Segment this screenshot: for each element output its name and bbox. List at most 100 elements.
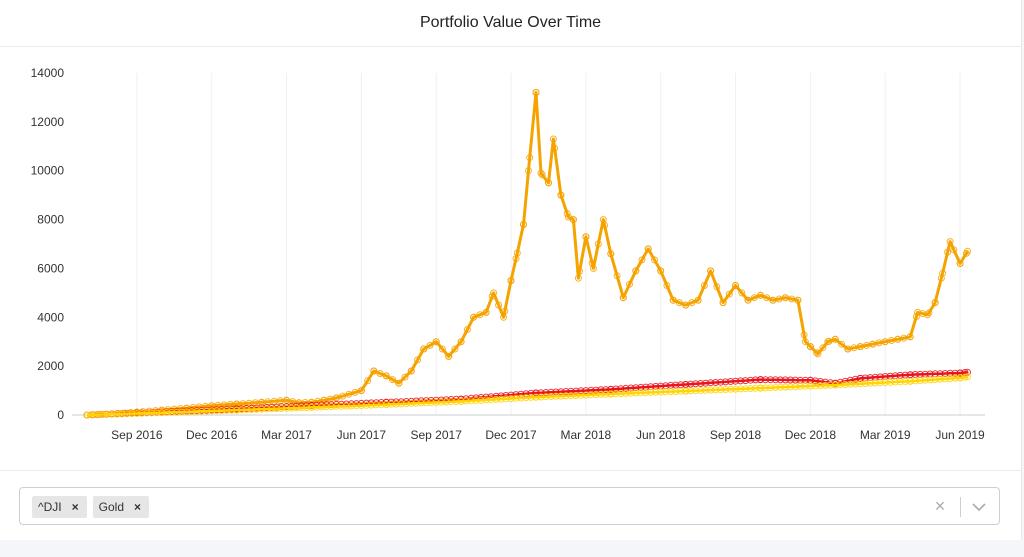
data-point xyxy=(637,389,645,397)
data-point xyxy=(123,410,131,418)
data-point xyxy=(113,410,121,418)
data-point xyxy=(663,282,671,289)
y-tick-label: 10000 xyxy=(31,164,65,178)
data-point xyxy=(470,313,478,321)
data-point xyxy=(193,407,201,415)
data-point xyxy=(422,399,430,407)
data-point xyxy=(961,373,969,381)
data-point xyxy=(273,405,281,413)
data-point xyxy=(532,89,540,96)
data-point xyxy=(370,367,378,375)
data-point xyxy=(936,375,944,383)
data-point xyxy=(389,376,396,384)
data-point xyxy=(881,338,889,346)
data-point xyxy=(612,390,620,398)
data-point xyxy=(619,294,627,302)
data-point xyxy=(542,393,550,401)
x-tick-label: Mar 2018 xyxy=(561,428,612,442)
data-point xyxy=(916,377,924,385)
data-point xyxy=(687,380,695,388)
data-point xyxy=(414,356,421,364)
data-point xyxy=(964,247,971,255)
data-point xyxy=(914,308,922,316)
data-point xyxy=(637,383,645,391)
chevron-down-icon xyxy=(972,502,986,511)
data-point xyxy=(143,409,151,417)
data-point xyxy=(607,250,615,258)
data-point xyxy=(452,398,460,405)
clear-all-icon[interactable]: × xyxy=(934,496,946,516)
data-point xyxy=(168,408,176,416)
data-point xyxy=(318,403,325,411)
data-point xyxy=(538,171,546,179)
data-point xyxy=(727,378,735,385)
data-point xyxy=(392,400,400,408)
data-point xyxy=(831,335,839,343)
data-point xyxy=(707,267,715,275)
data-point xyxy=(567,387,575,395)
data-point xyxy=(351,388,359,396)
data-point xyxy=(682,381,690,388)
data-point xyxy=(253,405,261,413)
data-point xyxy=(876,379,884,387)
data-point xyxy=(682,387,690,395)
data-point xyxy=(163,408,171,416)
data-point xyxy=(900,334,908,342)
data-point xyxy=(563,210,571,217)
data-point xyxy=(322,403,330,411)
data-point xyxy=(313,403,320,411)
y-tick-label: 6000 xyxy=(37,261,64,275)
data-point xyxy=(477,396,485,404)
data-point xyxy=(682,301,690,309)
data-point xyxy=(956,260,964,267)
data-point xyxy=(722,386,730,393)
data-point xyxy=(762,376,769,384)
data-point xyxy=(258,405,266,413)
data-point xyxy=(133,409,141,417)
data-point xyxy=(692,380,700,388)
data-point xyxy=(188,408,196,416)
symbol-multiselect[interactable]: ^DJI × Gold × × xyxy=(19,487,1000,525)
data-point xyxy=(632,267,640,275)
data-point xyxy=(513,249,521,257)
remove-tag-icon[interactable]: × xyxy=(71,500,79,514)
data-point xyxy=(342,402,350,410)
data-point xyxy=(572,387,580,395)
data-point xyxy=(956,374,964,382)
data-point xyxy=(692,387,700,395)
data-point xyxy=(218,407,226,415)
data-point xyxy=(88,411,96,419)
data-point xyxy=(612,385,620,393)
data-point xyxy=(757,384,764,392)
data-point xyxy=(956,369,964,377)
x-tick-label: Dec 2018 xyxy=(785,428,837,442)
remove-tag-icon[interactable]: × xyxy=(134,500,142,514)
data-point xyxy=(926,376,934,384)
data-point xyxy=(869,340,877,348)
data-point xyxy=(372,401,380,409)
data-point xyxy=(767,384,774,392)
x-tick-label: Sep 2016 xyxy=(111,428,163,442)
y-tick-label: 0 xyxy=(57,408,64,422)
data-point xyxy=(557,388,565,396)
data-point xyxy=(527,393,535,401)
data-point xyxy=(472,397,480,404)
data-point xyxy=(512,394,520,402)
data-point xyxy=(537,169,545,177)
data-point xyxy=(702,386,710,394)
data-point xyxy=(951,369,959,377)
data-point xyxy=(806,382,814,390)
data-point xyxy=(308,403,315,411)
data-point xyxy=(925,309,933,317)
data-point xyxy=(732,385,739,393)
data-point xyxy=(896,378,904,386)
dropdown-button[interactable] xyxy=(967,496,991,518)
data-point xyxy=(487,396,495,404)
data-point xyxy=(557,191,565,199)
data-point xyxy=(223,406,231,414)
data-point xyxy=(401,373,409,381)
data-point xyxy=(525,167,532,175)
tag-label: ^DJI xyxy=(38,500,62,514)
data-point xyxy=(644,245,652,253)
data-point xyxy=(939,269,947,277)
